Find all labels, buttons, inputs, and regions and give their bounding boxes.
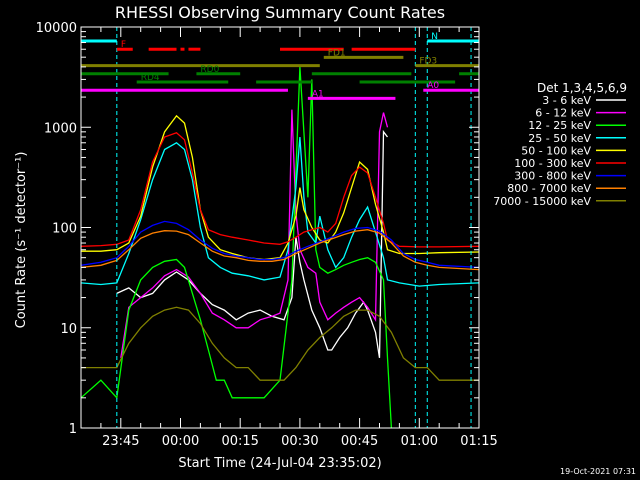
flag-label-1: F bbox=[121, 40, 126, 50]
y-tick-label-1: 10 bbox=[60, 322, 77, 337]
flag-label-7: A1 bbox=[312, 89, 324, 99]
legend-label-6: 300 - 800 keV bbox=[514, 170, 591, 183]
legend-label-0: 3 - 6 keV bbox=[542, 94, 591, 107]
data-layer bbox=[80, 27, 480, 429]
chart-title: RHESSI Observing Summary Count Rates bbox=[115, 3, 445, 22]
series-line-5 bbox=[80, 132, 480, 248]
series-line-6 bbox=[80, 220, 480, 269]
flag-label-4: RD0 bbox=[200, 65, 219, 75]
flag-layer: N F FD1 FD3 RD0 RD4 A0 A1 bbox=[81, 32, 479, 100]
x-tick-label-2: 00:15 bbox=[221, 434, 258, 449]
y-tick-label-4: 10000 bbox=[36, 21, 77, 36]
x-tick-label-3: 00:30 bbox=[281, 434, 318, 449]
legend-label-1: 6 - 12 keV bbox=[535, 107, 591, 120]
series-line-8 bbox=[81, 306, 479, 381]
series-line-4 bbox=[81, 114, 480, 261]
x-tick-label-5: 01:00 bbox=[401, 434, 438, 449]
legend-label-2: 12 - 25 keV bbox=[528, 119, 591, 132]
x-tick-label-4: 00:45 bbox=[341, 434, 378, 449]
x-axis-label: Start Time (24-Jul-04 23:35:02) bbox=[178, 456, 381, 471]
y-tick-label-3: 1000 bbox=[44, 121, 77, 136]
legend-title: Det 1,3,4,5,6,9 bbox=[537, 81, 627, 95]
timestamp: 19-Oct-2021 07:31 bbox=[560, 467, 636, 476]
series-line-1 bbox=[120, 109, 389, 359]
legend-label-4: 50 - 100 keV bbox=[521, 144, 591, 157]
legend-label-7: 800 - 7000 keV bbox=[507, 182, 591, 195]
y-tick-label-0: 1 bbox=[69, 422, 77, 437]
flag-label-5: RD4 bbox=[141, 73, 160, 83]
legend-label-3: 25 - 50 keV bbox=[528, 132, 591, 145]
x-tick-label-6: 01:15 bbox=[460, 434, 497, 449]
series-line-2 bbox=[80, 66, 393, 429]
flag-label-6: A0 bbox=[427, 81, 439, 91]
legend-label-5: 100 - 300 keV bbox=[514, 157, 591, 170]
legend-label-8: 7000 - 15000 keV bbox=[493, 195, 591, 208]
flag-label-2: FD1 bbox=[328, 48, 346, 58]
x-tick-label-1: 00:00 bbox=[162, 434, 199, 449]
axis-layer: 1 10 100 1000 10000 23:45 00:00 00:15 00:30 00:45… bbox=[36, 21, 498, 449]
flag-label-0: N bbox=[431, 32, 438, 42]
series-line-0 bbox=[116, 129, 389, 359]
x-tick-label-0: 23:45 bbox=[102, 434, 139, 449]
y-axis-label: Count Rate (s⁻¹ detector⁻¹) bbox=[14, 152, 29, 329]
y-tick-label-2: 100 bbox=[52, 222, 77, 237]
series-line-7 bbox=[80, 229, 480, 271]
flag-label-3: FD3 bbox=[419, 57, 437, 67]
